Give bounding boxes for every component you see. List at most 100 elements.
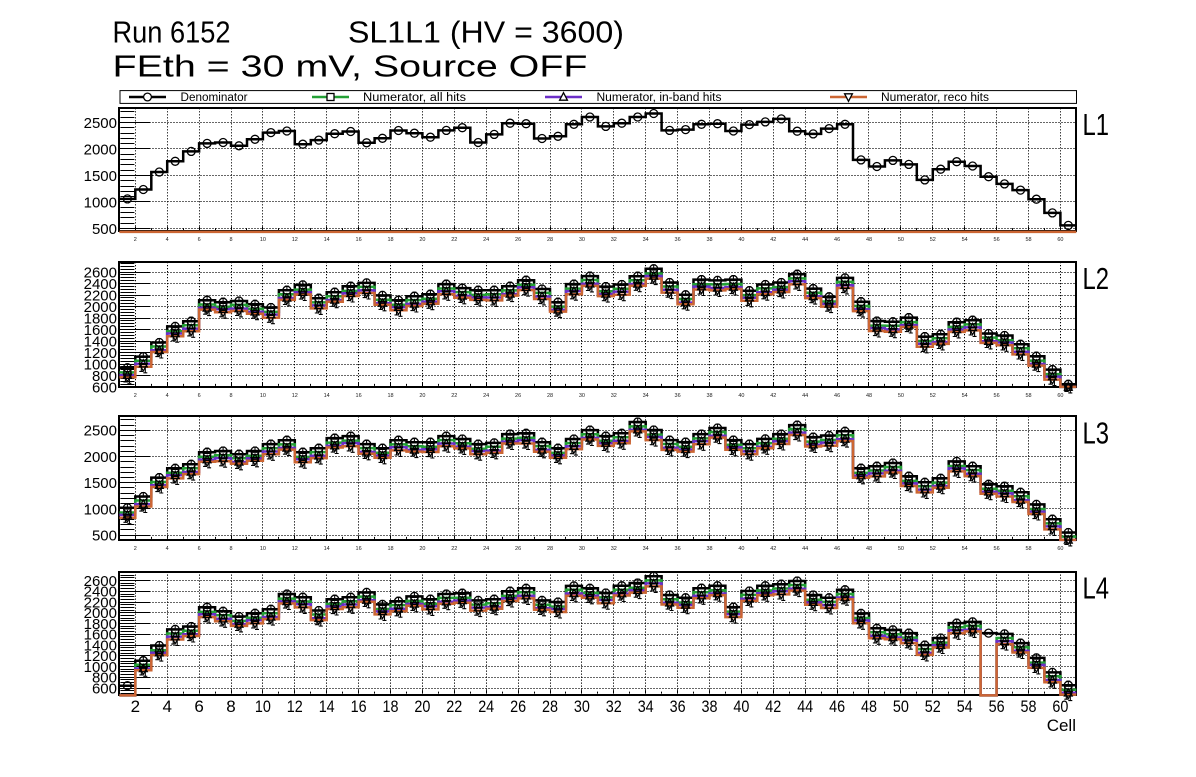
svg-text:42: 42 (765, 697, 781, 716)
svg-text:28: 28 (547, 237, 553, 243)
svg-text:1600: 1600 (84, 322, 117, 339)
svg-text:16: 16 (356, 546, 362, 552)
svg-text:12: 12 (292, 237, 298, 243)
svg-text:60: 60 (1057, 546, 1063, 552)
svg-text:46: 46 (834, 393, 840, 399)
svg-text:800: 800 (92, 368, 117, 385)
svg-text:8: 8 (229, 393, 232, 399)
svg-text:40: 40 (733, 697, 749, 716)
svg-text:52: 52 (930, 546, 936, 552)
svg-text:20: 20 (419, 237, 425, 243)
svg-text:18: 18 (387, 393, 393, 399)
svg-text:50: 50 (898, 546, 904, 552)
svg-text:34: 34 (643, 546, 649, 552)
svg-text:4: 4 (166, 546, 169, 552)
svg-text:56: 56 (989, 697, 1005, 716)
svg-text:48: 48 (866, 546, 872, 552)
svg-text:14: 14 (324, 393, 330, 399)
svg-text:16: 16 (351, 697, 367, 716)
svg-text:L2: L2 (1083, 262, 1110, 296)
svg-text:60: 60 (1057, 393, 1063, 399)
svg-text:56: 56 (994, 237, 1000, 243)
svg-text:24: 24 (483, 546, 489, 552)
svg-text:26: 26 (515, 546, 521, 552)
svg-text:22: 22 (446, 697, 462, 716)
svg-text:2500: 2500 (84, 423, 117, 440)
svg-text:20: 20 (419, 393, 425, 399)
svg-text:L4: L4 (1083, 572, 1110, 606)
svg-text:Numerator, reco hits: Numerator, reco hits (881, 92, 989, 104)
svg-text:38: 38 (706, 393, 712, 399)
svg-text:58: 58 (1021, 697, 1037, 716)
svg-text:26: 26 (510, 697, 526, 716)
svg-text:38: 38 (702, 697, 718, 716)
svg-text:46: 46 (829, 697, 845, 716)
svg-text:1800: 1800 (84, 616, 117, 633)
svg-text:40: 40 (738, 237, 744, 243)
svg-text:1200: 1200 (84, 345, 117, 362)
svg-text:30: 30 (579, 237, 585, 243)
svg-text:52: 52 (930, 393, 936, 399)
svg-text:6: 6 (198, 546, 201, 552)
svg-text:2500: 2500 (84, 115, 117, 132)
svg-text:1000: 1000 (84, 357, 117, 374)
svg-text:18: 18 (387, 546, 393, 552)
svg-text:44: 44 (802, 237, 808, 243)
svg-text:2: 2 (131, 697, 140, 716)
svg-text:L3: L3 (1083, 416, 1110, 450)
svg-text:Numerator, in-band hits: Numerator, in-band hits (597, 92, 722, 104)
svg-text:36: 36 (675, 237, 681, 243)
svg-text:Cell: Cell (1047, 716, 1076, 735)
svg-text:36: 36 (670, 697, 686, 716)
svg-text:2000: 2000 (84, 449, 117, 466)
svg-text:58: 58 (1025, 393, 1031, 399)
svg-text:8: 8 (229, 546, 232, 552)
svg-text:2200: 2200 (84, 595, 117, 612)
svg-text:38: 38 (706, 237, 712, 243)
svg-text:54: 54 (957, 697, 973, 716)
svg-text:2600: 2600 (84, 573, 117, 590)
svg-text:1800: 1800 (84, 311, 117, 328)
svg-text:30: 30 (574, 697, 590, 716)
svg-text:30: 30 (579, 393, 585, 399)
svg-text:2400: 2400 (84, 584, 117, 601)
svg-text:12: 12 (292, 546, 298, 552)
svg-text:1500: 1500 (84, 475, 117, 492)
svg-text:10: 10 (260, 546, 266, 552)
svg-text:22: 22 (451, 546, 457, 552)
svg-text:1000: 1000 (84, 194, 117, 211)
svg-text:54: 54 (962, 393, 968, 399)
svg-text:34: 34 (638, 697, 654, 716)
svg-text:32: 32 (611, 393, 617, 399)
svg-text:28: 28 (542, 697, 558, 716)
svg-text:46: 46 (834, 546, 840, 552)
svg-text:2000: 2000 (84, 141, 117, 158)
svg-text:16: 16 (356, 393, 362, 399)
svg-text:50: 50 (898, 393, 904, 399)
svg-text:600: 600 (92, 680, 117, 697)
svg-text:L1: L1 (1083, 108, 1110, 142)
svg-text:48: 48 (866, 237, 872, 243)
svg-text:24: 24 (478, 697, 494, 716)
svg-text:500: 500 (92, 221, 117, 238)
svg-text:24: 24 (483, 393, 489, 399)
svg-text:28: 28 (547, 393, 553, 399)
svg-text:4: 4 (166, 393, 169, 399)
svg-text:44: 44 (802, 546, 808, 552)
svg-text:Denominator: Denominator (181, 92, 248, 104)
svg-text:34: 34 (643, 237, 649, 243)
svg-text:60: 60 (1052, 697, 1068, 716)
svg-text:48: 48 (866, 393, 872, 399)
svg-text:2: 2 (134, 237, 137, 243)
svg-text:4: 4 (162, 697, 171, 716)
svg-text:FEth = 30 mV, Source OFF: FEth = 30 mV, Source OFF (113, 48, 588, 83)
svg-text:Run 6152: Run 6152 (113, 15, 231, 50)
svg-text:6: 6 (194, 697, 203, 716)
svg-text:34: 34 (643, 393, 649, 399)
svg-text:40: 40 (738, 393, 744, 399)
svg-text:58: 58 (1025, 546, 1031, 552)
svg-text:14: 14 (324, 237, 330, 243)
svg-text:36: 36 (675, 546, 681, 552)
svg-text:1600: 1600 (84, 627, 117, 644)
svg-text:1200: 1200 (84, 648, 117, 665)
